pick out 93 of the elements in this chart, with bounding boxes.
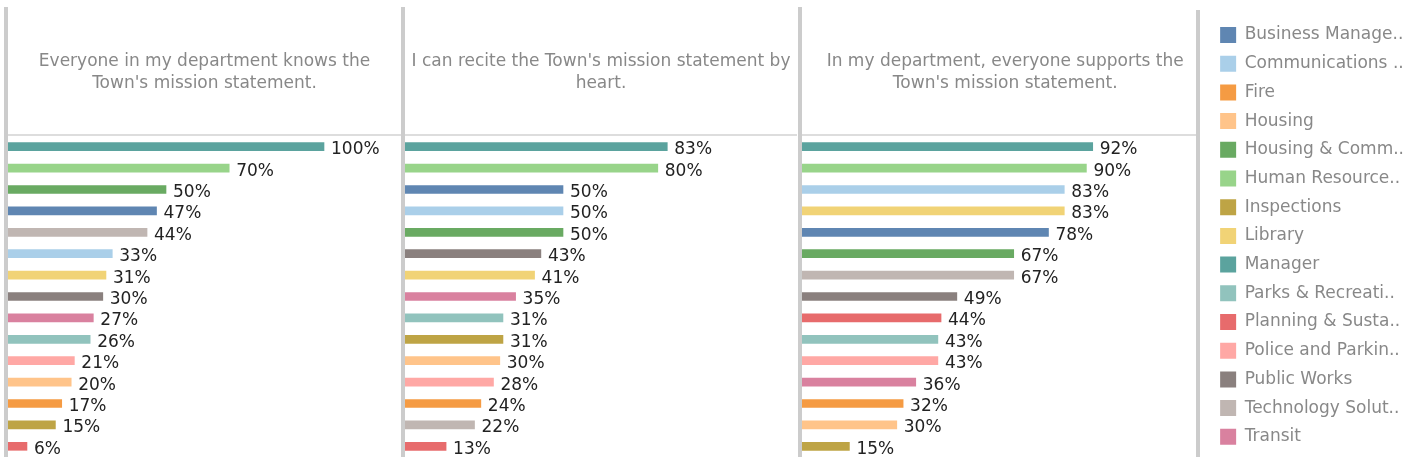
data-label: 43% (944, 352, 983, 373)
bar (8, 185, 167, 194)
bar (8, 313, 94, 323)
bar (405, 142, 668, 152)
legend-label: Business Manage.. (1244, 23, 1404, 44)
data-label: 17% (68, 394, 107, 415)
bar (405, 292, 516, 301)
legend-label: Housing & Comm.. (1244, 138, 1405, 159)
bar (405, 206, 564, 216)
bar (405, 227, 564, 237)
data-label: 43% (944, 330, 983, 351)
data-label: 30% (109, 287, 148, 308)
legend-label: Police and Parkin.. (1244, 339, 1400, 360)
legend-label: Technology Solut.. (1243, 396, 1400, 417)
data-label: 20% (78, 373, 116, 394)
bar (8, 249, 113, 259)
data-label: 70% (236, 159, 274, 180)
legend-label: Inspections (1244, 195, 1342, 216)
legend-label: Manager (1244, 253, 1320, 274)
bar (8, 356, 75, 366)
data-label: 50% (570, 180, 608, 201)
data-label: 80% (664, 159, 703, 180)
data-label: 41% (541, 266, 580, 287)
bar (405, 377, 494, 387)
legend-label: Transit (1243, 425, 1302, 446)
data-label: 50% (173, 180, 211, 201)
bar (8, 399, 63, 408)
bar (8, 377, 72, 387)
data-label: 83% (1071, 180, 1110, 201)
data-label: 83% (1071, 202, 1110, 223)
data-label: 31% (112, 266, 151, 287)
legend-label: Housing (1244, 109, 1314, 130)
data-label: 27% (100, 309, 139, 330)
bar (405, 270, 535, 280)
data-label: 36% (922, 373, 961, 394)
legend-label: Communications .. (1244, 52, 1404, 73)
data-label: 92% (1099, 138, 1138, 159)
bar (405, 313, 504, 323)
bar (8, 292, 104, 301)
bar (8, 206, 157, 216)
legend-label: Parks & Recreati.. (1244, 281, 1395, 302)
data-label: 30% (903, 416, 942, 437)
data-label: 49% (963, 287, 1002, 308)
data-label: 15% (62, 416, 101, 437)
data-label: 15% (856, 437, 895, 457)
bar (405, 441, 447, 451)
data-label: 67% (1020, 245, 1059, 266)
bar (8, 270, 107, 280)
bar (8, 420, 56, 430)
data-label: 21% (81, 352, 120, 373)
data-label: 100% (331, 138, 380, 159)
data-label: 31% (509, 330, 548, 351)
legend-label: Fire (1244, 80, 1275, 101)
data-label: 90% (1093, 159, 1132, 180)
data-label: 30% (506, 352, 545, 373)
data-label: 13% (453, 437, 491, 457)
data-label: 6% (33, 437, 61, 457)
bar (405, 163, 659, 173)
bar (405, 249, 542, 259)
data-label: 78% (1055, 223, 1094, 244)
data-label: 43% (547, 245, 586, 266)
legend-label: Public Works (1244, 367, 1353, 388)
chart-title: In my department, everyone supports the Town's mission statement. (826, 50, 1184, 92)
legend-label: Library (1244, 224, 1305, 245)
bar (8, 334, 91, 344)
data-label: 33% (119, 245, 158, 266)
data-label: 44% (948, 309, 986, 330)
legend-label: Human Resource.. (1244, 166, 1401, 187)
bar (405, 420, 475, 430)
bar (405, 399, 482, 408)
bar (405, 356, 501, 366)
bar (8, 227, 148, 237)
data-label: 26% (97, 330, 135, 351)
bar (405, 334, 504, 344)
bar (8, 163, 230, 173)
data-label: 83% (674, 138, 713, 159)
chart-title: Everyone in my department knows the Town's mission statement. (38, 50, 371, 92)
chart-title: I can recite the Town's mission statement by heart. (411, 50, 791, 92)
data-label: 31% (509, 309, 548, 330)
data-label: 32% (910, 394, 948, 415)
bar (8, 441, 28, 451)
bar (405, 185, 564, 194)
data-label: 44% (154, 223, 192, 244)
data-label: 28% (500, 373, 539, 394)
data-label: 50% (570, 202, 608, 223)
data-label: 24% (487, 394, 526, 415)
data-label: 22% (481, 416, 520, 437)
data-label: 47% (163, 202, 202, 223)
data-label: 35% (522, 287, 561, 308)
bar (8, 142, 325, 152)
data-label: 67% (1020, 266, 1059, 287)
data-label: 50% (570, 223, 608, 244)
legend-label: Planning & Susta.. (1244, 310, 1401, 331)
